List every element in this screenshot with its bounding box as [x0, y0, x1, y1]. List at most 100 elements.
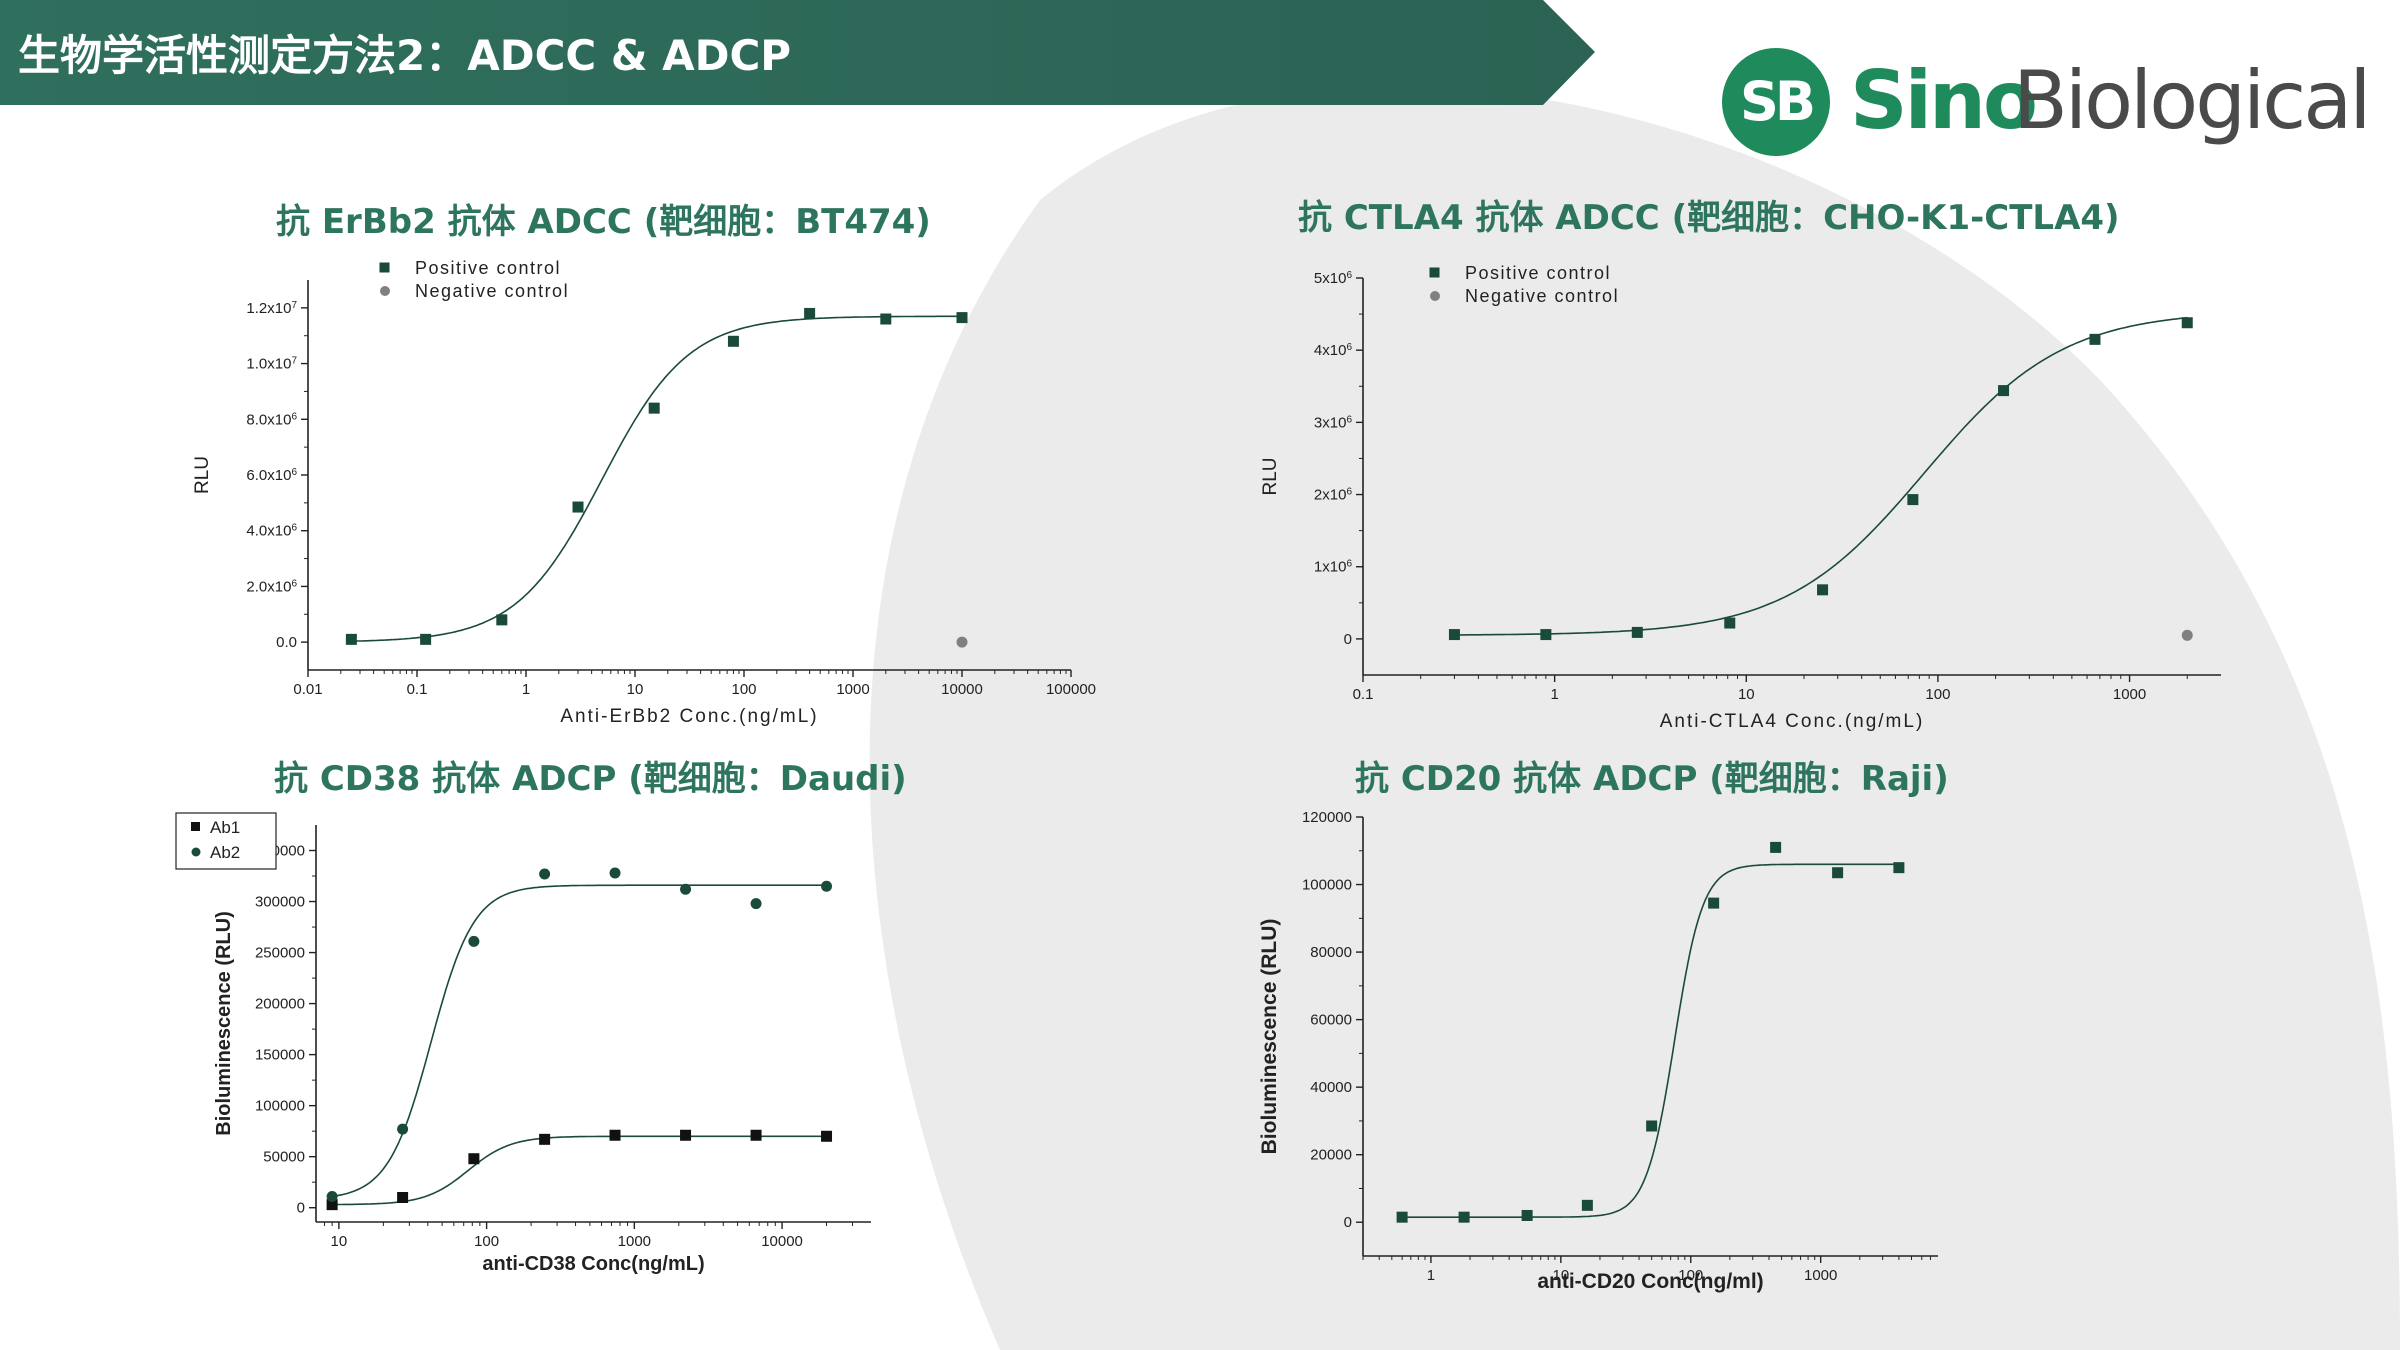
- y-tick-label: 5x106: [1314, 270, 1353, 288]
- y-tick-label: 2.0x106: [246, 578, 297, 596]
- data-point-anti-cd20: [1521, 1209, 1533, 1221]
- legend-marker-ab2: [191, 847, 201, 857]
- data-point-anti-cd20: [1770, 841, 1782, 853]
- sino-biological-logo: SB Sino Biological: [1722, 42, 2371, 162]
- data-point-negative-control: [956, 636, 968, 648]
- data-point-ab1: [326, 1199, 338, 1211]
- fit-curve-ab2: [331, 884, 827, 1198]
- legend-label-negative-control: Negative control: [415, 281, 569, 301]
- y-tick-label: 60000: [1310, 1012, 1352, 1029]
- x-axis-label: Anti-CTLA4 Conc.(ng/mL): [1660, 711, 1925, 732]
- logo-badge-text: SB: [1739, 70, 1816, 133]
- title-banner: [0, 0, 1595, 105]
- data-point-ab1: [750, 1129, 762, 1141]
- data-point-ab2: [821, 880, 833, 892]
- x-tick-label: 1000: [1804, 1267, 1837, 1284]
- x-tick-label: 0.01: [293, 681, 322, 698]
- legend-label-positive-control: Positive control: [1465, 263, 1611, 283]
- x-tick-label: 1000: [2113, 686, 2146, 703]
- y-tick-label: 120000: [1302, 809, 1352, 826]
- chart-erbb2: 0.01 0.1 1 10 100 1000 10000 100000 0.0 2.0x106 4.…: [192, 258, 1096, 727]
- legend-marker-positive-control: [379, 262, 390, 273]
- y-tick-label: 4.0x106: [246, 522, 297, 540]
- data-point-ab2: [326, 1190, 338, 1202]
- legend-marker-negative-control: [380, 286, 390, 296]
- fit-curve-positive-control: [351, 315, 962, 642]
- data-point-anti-cd20: [1832, 867, 1844, 879]
- data-point-ab2: [750, 898, 762, 910]
- data-point-positive-control: [2181, 317, 2193, 329]
- y-tick-label: 8.0x106: [246, 411, 297, 429]
- data-point-positive-control: [496, 614, 508, 626]
- fit-curve-ab1: [332, 1135, 827, 1206]
- chart-title-erbb2: 抗 ErBb2 抗体 ADCC (靶细胞：BT474): [276, 202, 931, 242]
- x-tick-label: 10: [1738, 686, 1755, 703]
- fit-curve-positive-control: [1454, 316, 2188, 636]
- chart-title-ctla4: 抗 CTLA4 抗体 ADCC (靶细胞：CHO-K1-CTLA4): [1298, 198, 2120, 238]
- y-tick-label: 3x106: [1314, 414, 1353, 432]
- logo-word-sino: Sino: [1850, 54, 2038, 147]
- y-tick-label: 40000: [1310, 1079, 1352, 1096]
- y-tick-label: 0: [1344, 1214, 1352, 1231]
- y-axis-label: RLU: [1260, 457, 1281, 495]
- x-tick-label: 10: [331, 1233, 348, 1250]
- data-point-ab2: [680, 883, 692, 895]
- y-tick-label: 250000: [255, 945, 305, 962]
- data-point-positive-control: [1724, 617, 1736, 629]
- data-point-positive-control: [1907, 494, 1919, 506]
- x-tick-label: 100: [474, 1233, 499, 1250]
- data-point-positive-control: [880, 313, 892, 325]
- data-point-ab2: [539, 868, 551, 880]
- x-tick-label: 100: [1678, 1267, 1703, 1284]
- y-tick-label: 200000: [255, 996, 305, 1013]
- data-point-ab2: [397, 1123, 409, 1135]
- legend-label-ab2: Ab2: [210, 843, 240, 862]
- data-point-positive-control: [1817, 584, 1829, 596]
- y-tick-label: 50000: [263, 1149, 305, 1166]
- x-axis-label: anti-CD20 Conc(ng/ml): [1537, 1270, 1763, 1293]
- data-point-ab1: [539, 1133, 551, 1145]
- legend-label-positive-control: Positive control: [415, 258, 561, 278]
- y-tick-label: 300000: [255, 894, 305, 911]
- x-tick-label: 0.1: [1353, 686, 1374, 703]
- x-tick-label: 1000: [836, 681, 869, 698]
- data-point-negative-control: [2181, 629, 2193, 641]
- legend-label-negative-control: Negative control: [1465, 286, 1619, 306]
- data-point-anti-cd20: [1646, 1120, 1658, 1132]
- chart-cd20: 1 10 100 1000 0 20000 40000 60000 80000 100000 120…: [1258, 809, 1938, 1293]
- legend-label-ab1: Ab1: [210, 818, 240, 837]
- page-title: 生物学活性测定方法2：ADCC & ADCP: [18, 31, 792, 80]
- x-tick-label: 100000: [1046, 681, 1096, 698]
- data-point-ab1: [609, 1129, 621, 1141]
- x-axis-label: anti-CD38 Conc(ng/mL): [482, 1253, 704, 1275]
- x-tick-label: 1: [522, 681, 530, 698]
- data-point-anti-cd20: [1893, 862, 1905, 874]
- y-tick-label: 0: [297, 1200, 305, 1217]
- x-axis-label: Anti-ErBb2 Conc.(ng/mL): [560, 706, 818, 727]
- legend-marker-ab1: [191, 822, 200, 831]
- x-tick-label: 10: [1553, 1267, 1570, 1284]
- y-axis-label: RLU: [192, 456, 213, 494]
- fit-curve-anti-cd20: [1402, 863, 1899, 1218]
- x-tick-label: 0.1: [407, 681, 428, 698]
- data-point-positive-control: [1998, 385, 2010, 397]
- y-tick-label: 1.0x107: [246, 355, 297, 373]
- data-point-positive-control: [1631, 626, 1643, 638]
- x-tick-label: 100: [1925, 686, 1950, 703]
- chart-title-cd20: 抗 CD20 抗体 ADCP (靶细胞：Raji): [1355, 759, 1949, 799]
- data-point-anti-cd20: [1458, 1211, 1470, 1223]
- data-point-anti-cd20: [1581, 1199, 1593, 1211]
- logo-word-biological: Biological: [2013, 54, 2371, 147]
- legend-marker-negative-control: [1430, 291, 1440, 301]
- data-point-positive-control: [572, 501, 584, 513]
- data-point-ab1: [821, 1130, 833, 1142]
- x-tick-label: 10000: [761, 1233, 803, 1250]
- data-point-positive-control: [727, 335, 739, 347]
- chart-cd38: 10 100 1000 1000005000010000015000020000025…: [175, 812, 871, 1275]
- y-axis-label: Bioluminescence (RLU): [1258, 919, 1281, 1155]
- data-point-ab1: [468, 1153, 480, 1165]
- y-tick-label: 100000: [1302, 877, 1352, 894]
- y-axis-label: Bioluminescence (RLU): [213, 911, 235, 1135]
- legend-marker-positive-control: [1429, 267, 1440, 278]
